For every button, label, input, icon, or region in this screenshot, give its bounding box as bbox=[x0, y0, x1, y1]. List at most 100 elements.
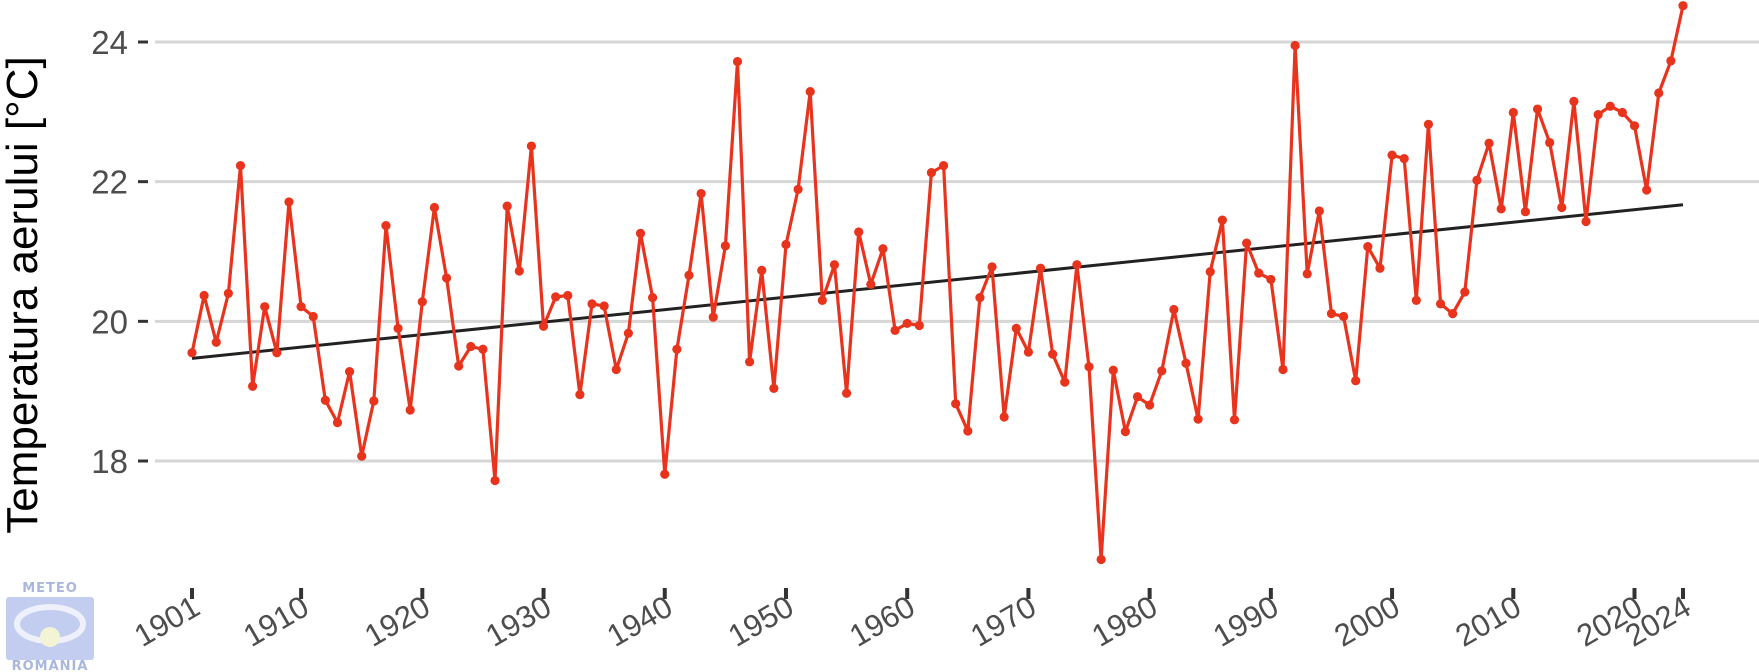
data-point bbox=[866, 279, 876, 289]
data-point bbox=[951, 399, 961, 409]
data-point bbox=[405, 405, 415, 415]
data-point bbox=[684, 270, 694, 280]
data-point bbox=[1557, 202, 1567, 213]
data-point bbox=[332, 417, 343, 428]
data-point bbox=[732, 56, 743, 67]
data-point bbox=[1642, 185, 1652, 195]
data-point bbox=[1302, 269, 1312, 279]
data-point bbox=[926, 167, 937, 178]
trend-line-group bbox=[191, 203, 1684, 360]
data-point bbox=[745, 357, 755, 367]
data-point bbox=[720, 241, 730, 251]
data-point bbox=[781, 239, 791, 250]
data-point bbox=[1023, 347, 1034, 357]
data-point bbox=[1169, 304, 1179, 315]
data-point bbox=[320, 395, 330, 405]
data-point bbox=[1035, 263, 1046, 273]
data-point bbox=[1375, 263, 1385, 273]
data-point bbox=[1569, 96, 1579, 106]
data-point bbox=[1363, 242, 1373, 252]
data-point bbox=[708, 312, 718, 322]
data-point bbox=[1326, 309, 1337, 319]
data-point bbox=[357, 451, 367, 461]
data-point bbox=[1351, 376, 1361, 386]
data-point bbox=[1338, 311, 1349, 322]
data-point bbox=[648, 292, 658, 303]
data-point bbox=[199, 290, 209, 301]
grid-lines bbox=[155, 40, 1759, 463]
data-point bbox=[769, 383, 779, 393]
data-point bbox=[805, 86, 815, 97]
data-point bbox=[1314, 206, 1324, 216]
data-point bbox=[381, 221, 391, 231]
data-point bbox=[1411, 295, 1421, 305]
data-point bbox=[466, 341, 476, 352]
data-point bbox=[817, 295, 827, 305]
data-point bbox=[635, 228, 646, 238]
data-point bbox=[1181, 358, 1191, 368]
data-point bbox=[1266, 274, 1276, 285]
data-point bbox=[660, 469, 670, 479]
data-point bbox=[429, 202, 440, 213]
data-point bbox=[902, 318, 912, 329]
data-point bbox=[369, 396, 379, 406]
data-point bbox=[1666, 56, 1676, 66]
data-point bbox=[1011, 323, 1021, 333]
data-point bbox=[829, 260, 840, 270]
data-point bbox=[599, 301, 609, 311]
data-point bbox=[211, 337, 221, 347]
data-point bbox=[1545, 137, 1555, 148]
meteo-romania-logo: METEO ROMANIA bbox=[6, 581, 94, 672]
data-point bbox=[963, 426, 973, 436]
data-point bbox=[1084, 362, 1094, 372]
data-point bbox=[538, 321, 549, 331]
data-point bbox=[938, 161, 949, 171]
data-point bbox=[696, 188, 706, 199]
data-point bbox=[623, 328, 633, 338]
data-point bbox=[454, 361, 464, 371]
y-axis: 18 20 22 24 bbox=[91, 24, 148, 480]
logo-bottom-text: ROMANIA bbox=[12, 659, 89, 672]
data-point bbox=[1060, 377, 1070, 387]
data-point bbox=[1520, 207, 1531, 217]
data-point bbox=[1678, 1, 1688, 11]
data-point bbox=[308, 311, 318, 322]
data-point bbox=[187, 348, 197, 358]
data-point bbox=[393, 323, 403, 333]
data-point bbox=[502, 201, 512, 211]
data-point bbox=[890, 325, 900, 336]
data-point bbox=[1484, 138, 1494, 148]
data-point bbox=[1532, 104, 1543, 114]
y-tick-label: 18 bbox=[91, 443, 128, 480]
data-point bbox=[793, 184, 803, 194]
data-point bbox=[526, 141, 537, 151]
y-tick-label: 20 bbox=[91, 303, 128, 340]
data-point bbox=[841, 388, 852, 398]
data-point bbox=[757, 265, 767, 275]
data-point bbox=[672, 344, 682, 354]
data-point bbox=[284, 197, 294, 207]
data-point bbox=[1242, 238, 1252, 248]
y-tick-label: 24 bbox=[91, 24, 128, 61]
data-point bbox=[441, 273, 452, 283]
data-point bbox=[1448, 309, 1458, 319]
data-point bbox=[1096, 554, 1106, 565]
data-point bbox=[248, 381, 258, 391]
data-point bbox=[417, 297, 427, 307]
data-point bbox=[1217, 215, 1227, 225]
data-point bbox=[514, 266, 524, 276]
data-point bbox=[1508, 107, 1518, 118]
data-point bbox=[1435, 299, 1446, 309]
data-point bbox=[587, 299, 597, 309]
data-point bbox=[1072, 260, 1082, 270]
y-tick-label: 22 bbox=[91, 164, 128, 201]
data-point bbox=[1472, 175, 1482, 185]
data-point bbox=[272, 348, 282, 358]
data-point bbox=[1387, 150, 1397, 160]
data-point bbox=[575, 390, 585, 400]
data-point bbox=[1254, 268, 1264, 278]
data-point bbox=[1108, 365, 1118, 375]
data-point bbox=[1496, 204, 1506, 214]
data-point bbox=[1193, 414, 1203, 424]
